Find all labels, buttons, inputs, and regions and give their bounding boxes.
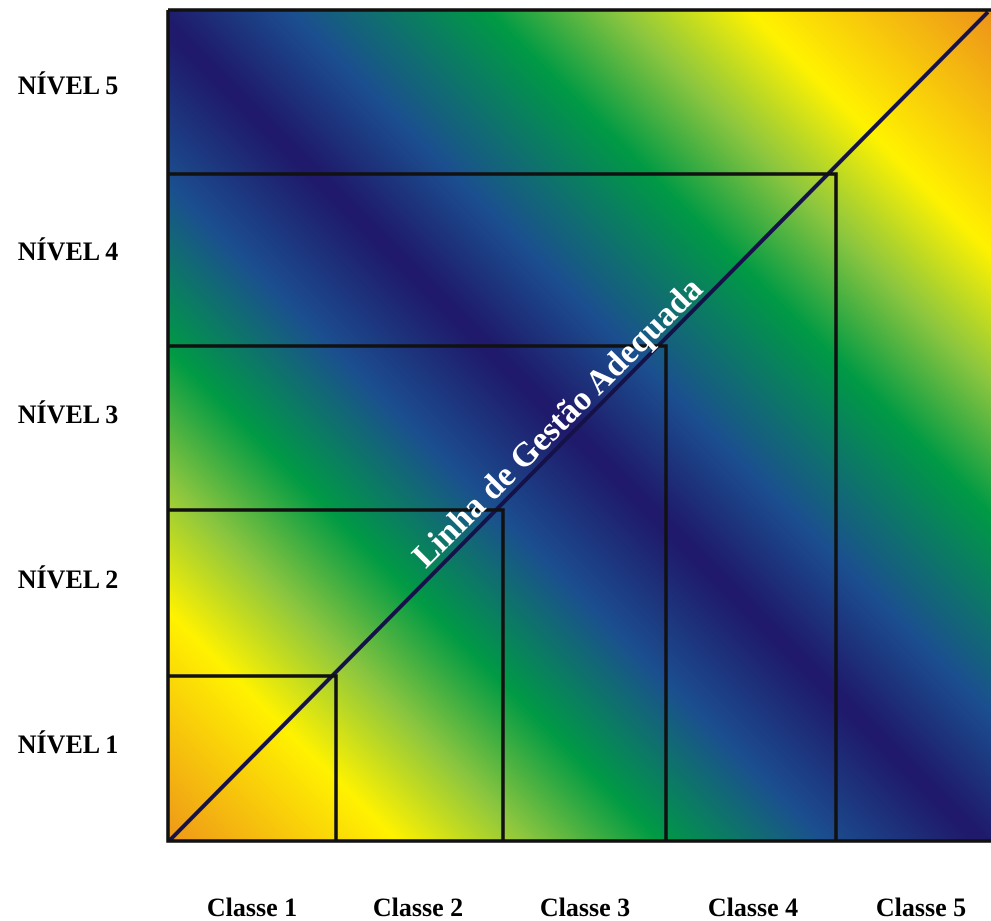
level-3-frame: [168, 344, 668, 841]
level-5-label: NÍVEL 5: [18, 71, 118, 100]
class-5-label: Classe 5: [876, 893, 966, 921]
level-1-label: NÍVEL 1: [18, 730, 118, 759]
level-4-frame: [168, 172, 838, 841]
level-2-label: NÍVEL 2: [18, 565, 118, 594]
class-4-label: Classe 4: [708, 893, 798, 921]
level-4-label: NÍVEL 4: [18, 237, 118, 266]
management-diagonal-line: [168, 10, 990, 842]
class-2-label: Classe 2: [373, 893, 463, 921]
level-2-frame: [168, 508, 505, 841]
class-1-label: Classe 1: [207, 893, 297, 921]
level-1-frame: [168, 674, 338, 841]
outer-frame: [166, 8, 991, 843]
level-3-label: NÍVEL 3: [18, 400, 118, 429]
class-3-label: Classe 3: [540, 893, 630, 921]
